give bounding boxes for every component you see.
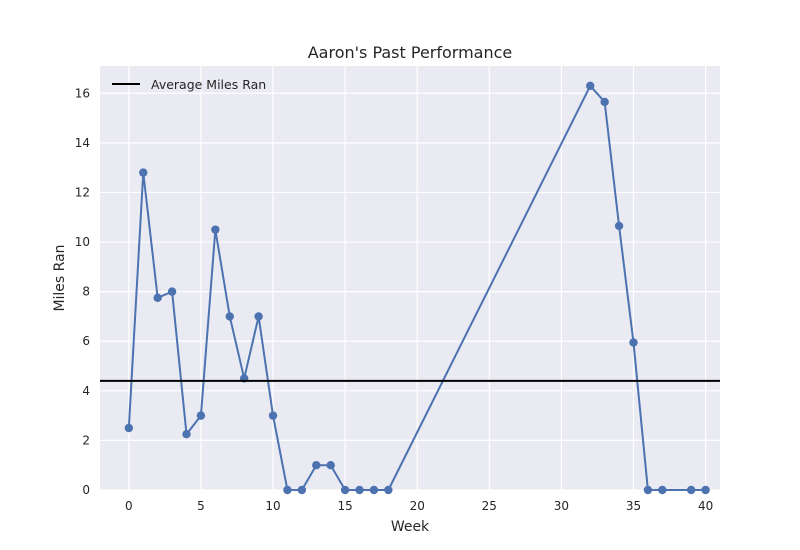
y-tick-label: 6 [82,334,90,348]
chart-title: Aaron's Past Performance [308,43,513,62]
data-point [355,485,364,495]
y-tick-label: 2 [82,433,90,447]
legend-label: Average Miles Ran [151,77,266,92]
data-point [600,97,609,107]
x-tick-label: 35 [626,499,641,513]
data-point [369,485,379,495]
data-point [167,287,177,296]
x-axis-label: Week [391,519,430,535]
x-tick-label: 25 [482,499,497,513]
tick-labels: 0 5 10 15 20 25 30 35 40 0 2 4 6 8 10 12 14 16 [75,86,714,513]
data-point [326,461,335,470]
y-tick-label: 8 [82,285,90,299]
x-tick-label: 40 [698,499,713,513]
plot-area [100,66,720,490]
data-point [658,485,667,495]
data-point [211,225,220,234]
data-point [196,411,206,420]
grid-lines [100,66,720,491]
data-point [340,485,350,495]
data-point [586,81,595,91]
legend: Average Miles Ran [112,77,266,92]
x-tick-label: 20 [410,499,425,513]
y-tick-label: 0 [82,483,90,497]
data-point [182,430,191,439]
data-point [643,485,653,495]
data-point [614,221,624,231]
x-tick-label: 10 [265,499,280,513]
y-axis-label: Miles Ran [52,244,68,311]
data-point [139,168,148,177]
data-point [254,312,263,321]
x-tick-label: 15 [337,499,352,513]
y-tick-label: 12 [75,185,90,199]
data-point [312,461,321,470]
data-point [384,485,393,495]
data-point [268,411,278,420]
y-tick-label: 16 [75,86,90,100]
data-point [686,485,696,495]
data-point [629,338,638,347]
y-tick-label: 14 [75,136,90,150]
y-tick-label: 10 [75,235,90,249]
y-tick-label: 4 [82,384,90,398]
data-point [225,312,234,321]
data-point [153,293,162,303]
x-tick-label: 5 [197,499,205,513]
data-point [297,485,307,495]
data-point [701,485,710,495]
x-tick-label: 0 [125,499,133,513]
data-point [283,485,292,495]
series-layer [124,81,710,495]
data-point [124,423,134,433]
x-tick-label: 30 [554,499,569,513]
